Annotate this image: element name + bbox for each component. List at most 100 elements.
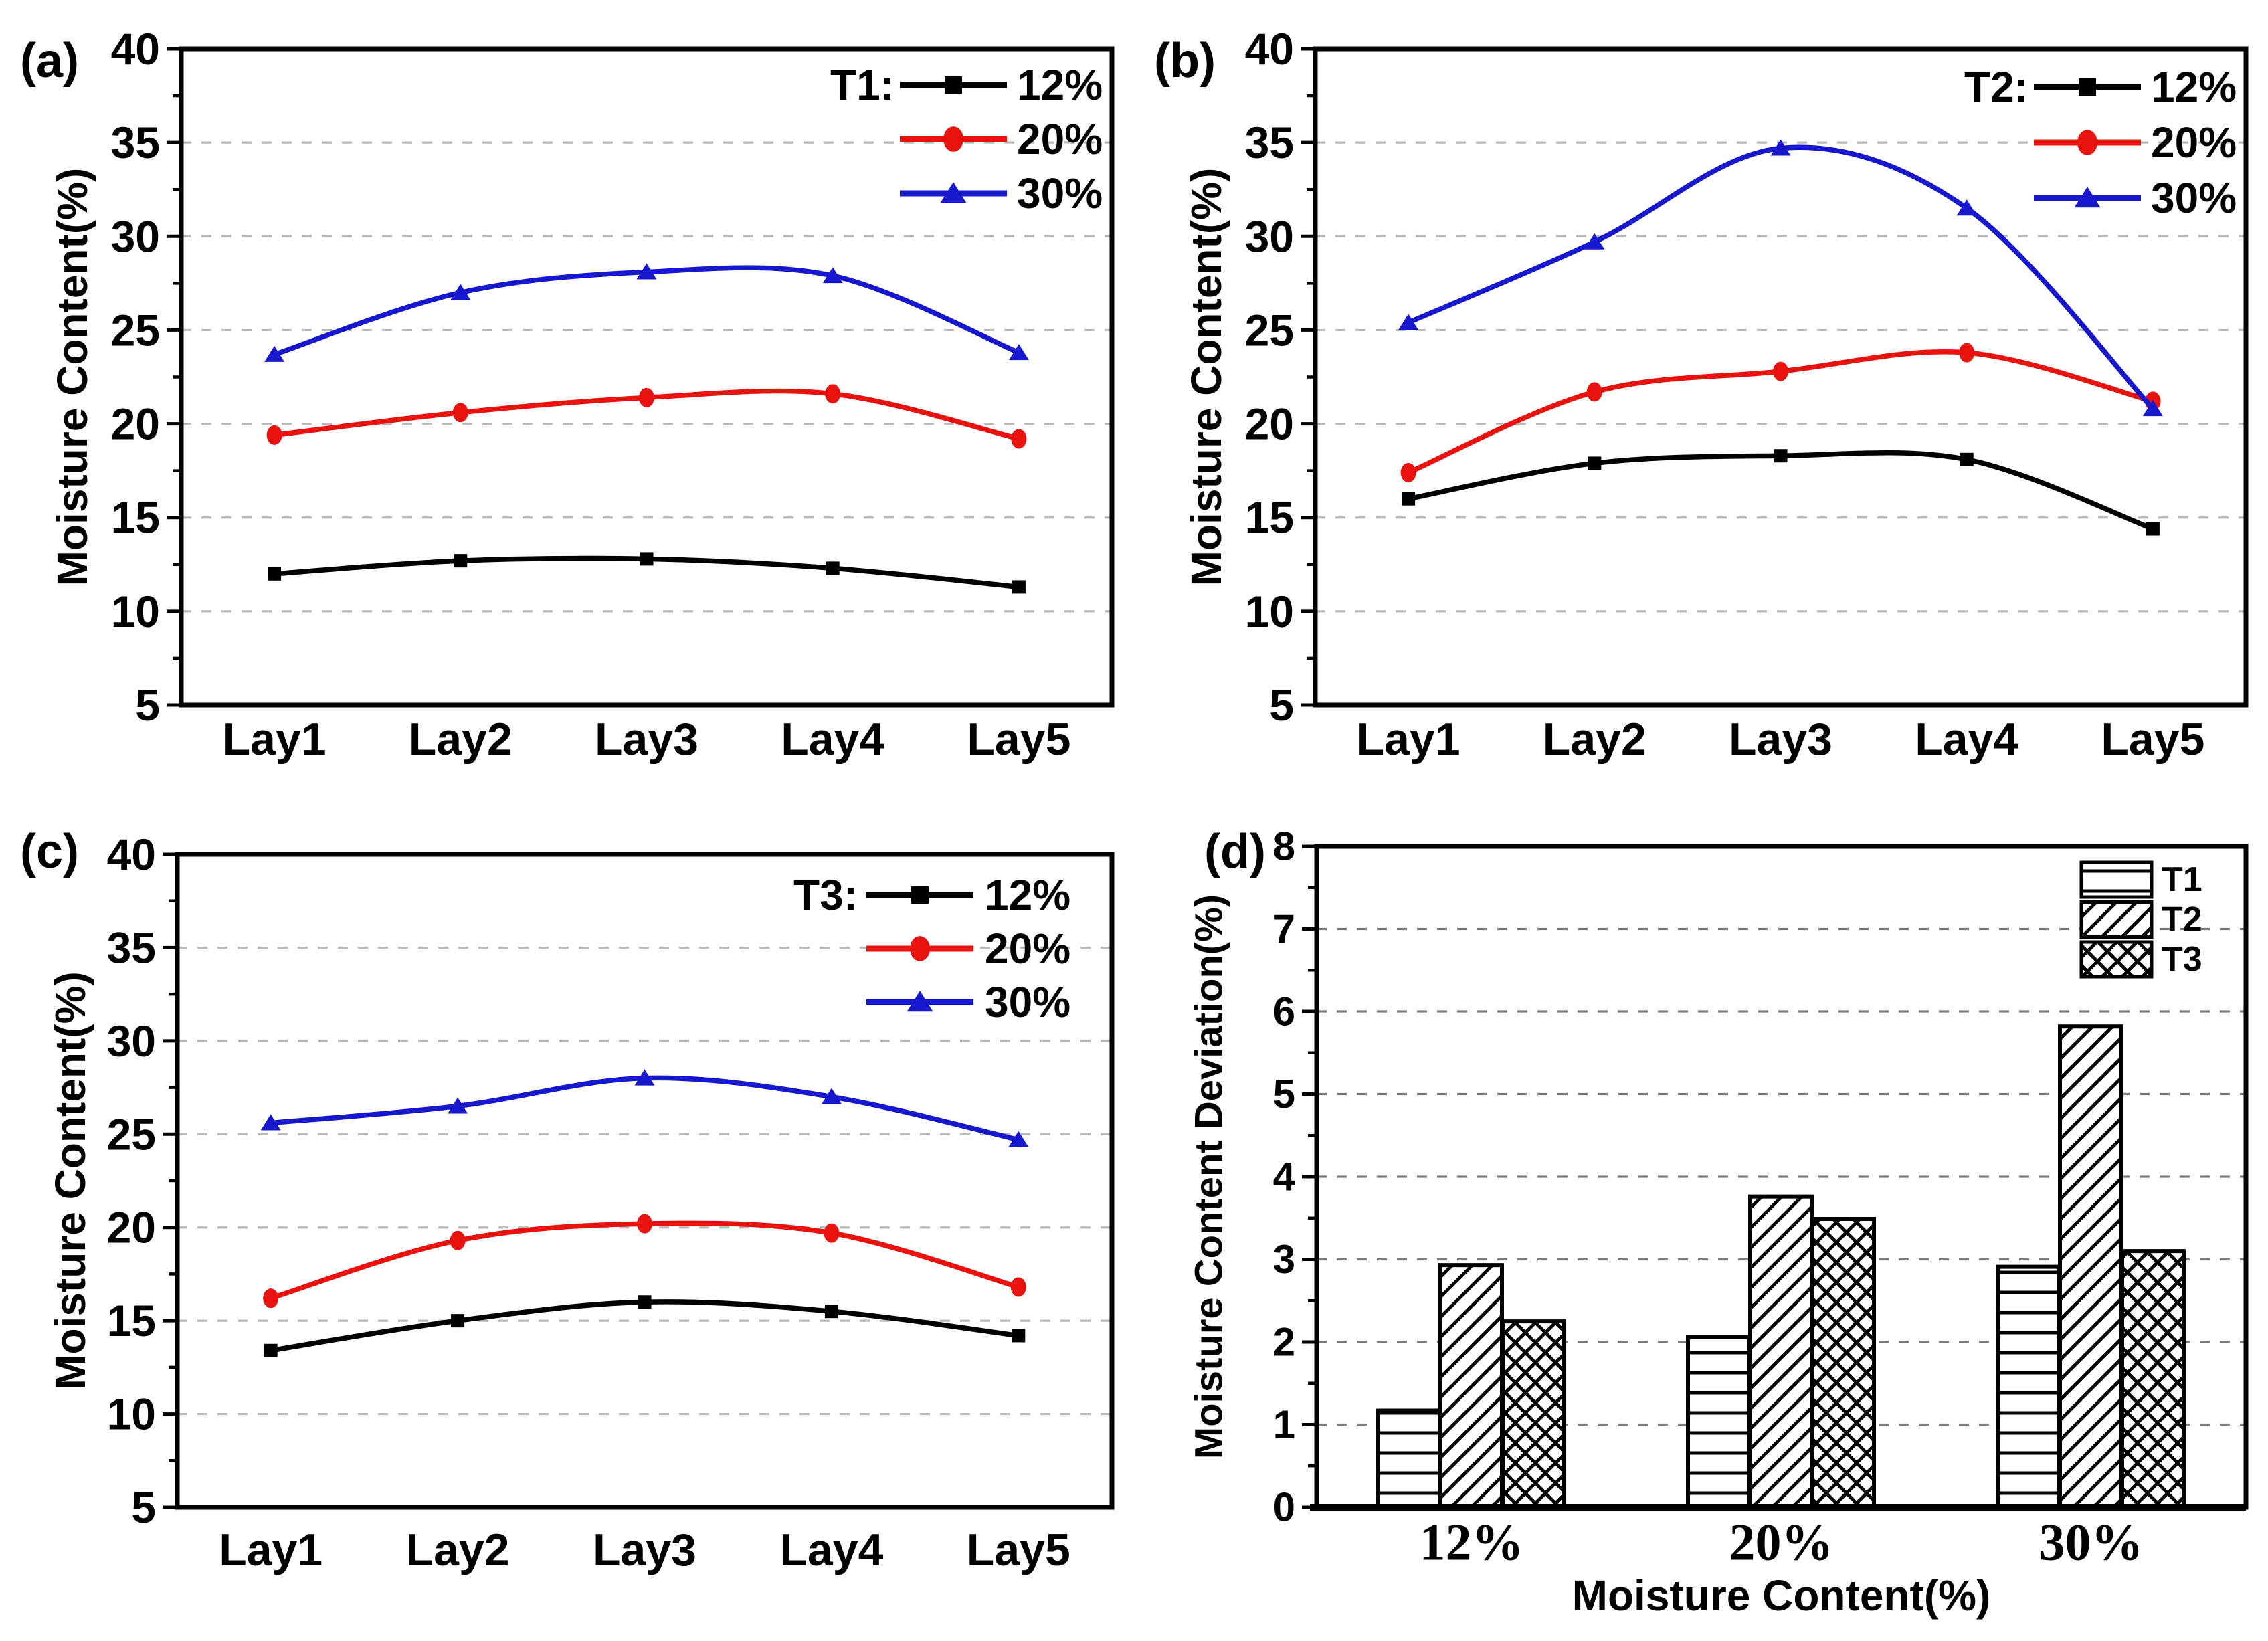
- x-tick-label: Lay4: [779, 1525, 883, 1575]
- x-tick-label: Lay3: [595, 714, 698, 765]
- marker-triangle: [2074, 187, 2101, 208]
- x-tick-label: 20%: [1729, 1513, 1834, 1571]
- marker-square: [268, 567, 282, 581]
- x-tick-label: 30%: [2039, 1513, 2144, 1571]
- legend-title: T1:: [830, 61, 894, 109]
- marker-square: [2146, 522, 2160, 536]
- marker-circle: [910, 936, 930, 961]
- marker-triangle: [822, 267, 843, 284]
- x-tick-label: Lay5: [2101, 714, 2204, 765]
- bar-T1-20%: [1686, 1335, 1752, 1510]
- marker-square: [911, 886, 929, 904]
- y-tick-label: 8: [1273, 824, 1295, 869]
- y-tick-label: 15: [1245, 493, 1294, 543]
- legend-swatch-T3: [2079, 940, 2154, 979]
- marker-circle: [824, 1223, 840, 1243]
- legend-label: T2: [2162, 900, 2202, 939]
- marker-triangle: [940, 182, 967, 203]
- x-tick-label: Lay1: [1357, 714, 1460, 765]
- legend: T3: 12% 20% 30%: [793, 871, 1070, 1026]
- y-tick-label: 30: [111, 211, 160, 261]
- marker-circle: [263, 1288, 279, 1309]
- y-axis-title: Moisture Content Deviation(%): [1188, 894, 1231, 1459]
- chart-d: 0 1 2 3 4 5 6 7 8 12% 20% 30% Moisture Content(%) Moi…: [1188, 824, 2249, 1620]
- marker-circle: [1400, 462, 1416, 482]
- x-labels: 12% 20% 30%: [1420, 1513, 2144, 1571]
- x-tick-label: Lay1: [219, 1525, 322, 1575]
- marker-triangle: [264, 345, 285, 362]
- y-tick-label: 30: [107, 1016, 156, 1066]
- legend: T2: 12% 20% 30%: [1964, 63, 2237, 222]
- marker-triangle: [260, 1114, 281, 1131]
- marker-square: [451, 1314, 465, 1328]
- marker-triangle: [1008, 344, 1029, 361]
- y-axis: 5 10 15 20 25 30 35 40: [1245, 24, 1315, 730]
- x-tick-label: Lay4: [1915, 714, 2018, 765]
- marker-triangle: [2142, 400, 2163, 417]
- marker-triangle: [1584, 233, 1605, 250]
- legend-title: T3:: [793, 871, 858, 919]
- legend-label: 12%: [985, 871, 1070, 919]
- y-tick-label: 10: [1245, 587, 1294, 636]
- chart-c: 5 10 15 20 25 30 35 40 Lay1 Lay2 Lay3 Lay4 Lay5 Moist…: [20, 825, 1115, 1575]
- marker-circle: [1773, 361, 1788, 381]
- bar-T1-12%: [1376, 1408, 1442, 1509]
- marker-circle: [943, 126, 963, 152]
- panel-d-bar-chart: 0 1 2 3 4 5 6 7 8 12% 20% 30% Moisture Content(%) Moi…: [1134, 821, 2268, 1641]
- marker-circle: [1586, 382, 1602, 402]
- x-tick-label: Lay3: [593, 1525, 696, 1575]
- y-axis-title: Moisture Content(%): [48, 168, 96, 587]
- y-tick-label: 4: [1273, 1155, 1296, 1199]
- marker-triangle: [1956, 199, 1977, 216]
- marker-circle: [1959, 343, 1975, 363]
- series-12%: [1402, 449, 2160, 536]
- x-tick-label: Lay5: [967, 1525, 1070, 1575]
- marker-square: [454, 554, 468, 568]
- legend-label: 20%: [1017, 115, 1103, 163]
- marker-square: [824, 1305, 838, 1319]
- gridlines: [181, 141, 1112, 613]
- y-tick-label: 5: [135, 680, 160, 730]
- y-tick-label: 40: [107, 830, 156, 879]
- marker-triangle: [821, 1088, 842, 1104]
- y-tick-label: 20: [111, 399, 160, 449]
- y-axis-title: Moisture Content(%): [46, 971, 94, 1390]
- y-tick-label: 10: [111, 587, 160, 636]
- x-tick-label: Lay5: [967, 714, 1070, 765]
- chart-b: 5 10 15 20 25 30 35 40 Lay1 Lay2 Lay3 Lay4 Lay5 Moist…: [1154, 24, 2249, 765]
- bar-T1-30%: [1996, 1264, 2061, 1509]
- series-30%: [1398, 139, 2163, 417]
- y-tick-label: 6: [1273, 989, 1295, 1034]
- series-12%: [268, 552, 1026, 594]
- marker-triangle: [907, 991, 933, 1012]
- legend-label: 30%: [1017, 169, 1103, 217]
- panel-letter: (c): [20, 825, 79, 878]
- marker-square: [826, 561, 840, 575]
- marker-triangle: [634, 1069, 655, 1086]
- y-tick-label: 25: [107, 1109, 156, 1159]
- y-tick-label: 15: [107, 1296, 156, 1345]
- panel-b-line-chart: 5 10 15 20 25 30 35 40 Lay1 Lay2 Lay3 Lay4 Lay5 Moist…: [1134, 0, 2268, 820]
- marker-square: [1012, 1329, 1026, 1343]
- series-12%: [264, 1295, 1026, 1357]
- marker-triangle: [448, 1097, 468, 1114]
- y-tick-label: 3: [1273, 1237, 1295, 1282]
- bar-T3-30%: [2120, 1249, 2186, 1510]
- x-labels: Lay1 Lay2 Lay3 Lay4 Lay5: [1357, 714, 2205, 765]
- bar-T2-30%: [2058, 1024, 2123, 1510]
- y-tick-label: 35: [1245, 118, 1294, 167]
- legend-title: T2:: [1964, 63, 2028, 111]
- marker-circle: [639, 387, 654, 407]
- marker-square: [2079, 78, 2096, 96]
- x-labels: Lay1 Lay2 Lay3 Lay4 Lay5: [223, 714, 1071, 765]
- bar-T2-20%: [1748, 1194, 1814, 1509]
- x-tick-label: 12%: [1420, 1513, 1524, 1571]
- y-tick-label: 0: [1273, 1485, 1295, 1530]
- marker-circle: [1011, 429, 1027, 449]
- marker-circle: [452, 403, 468, 423]
- y-tick-label: 5: [131, 1482, 156, 1532]
- marker-square: [1774, 449, 1788, 463]
- y-tick-label: 25: [111, 305, 160, 355]
